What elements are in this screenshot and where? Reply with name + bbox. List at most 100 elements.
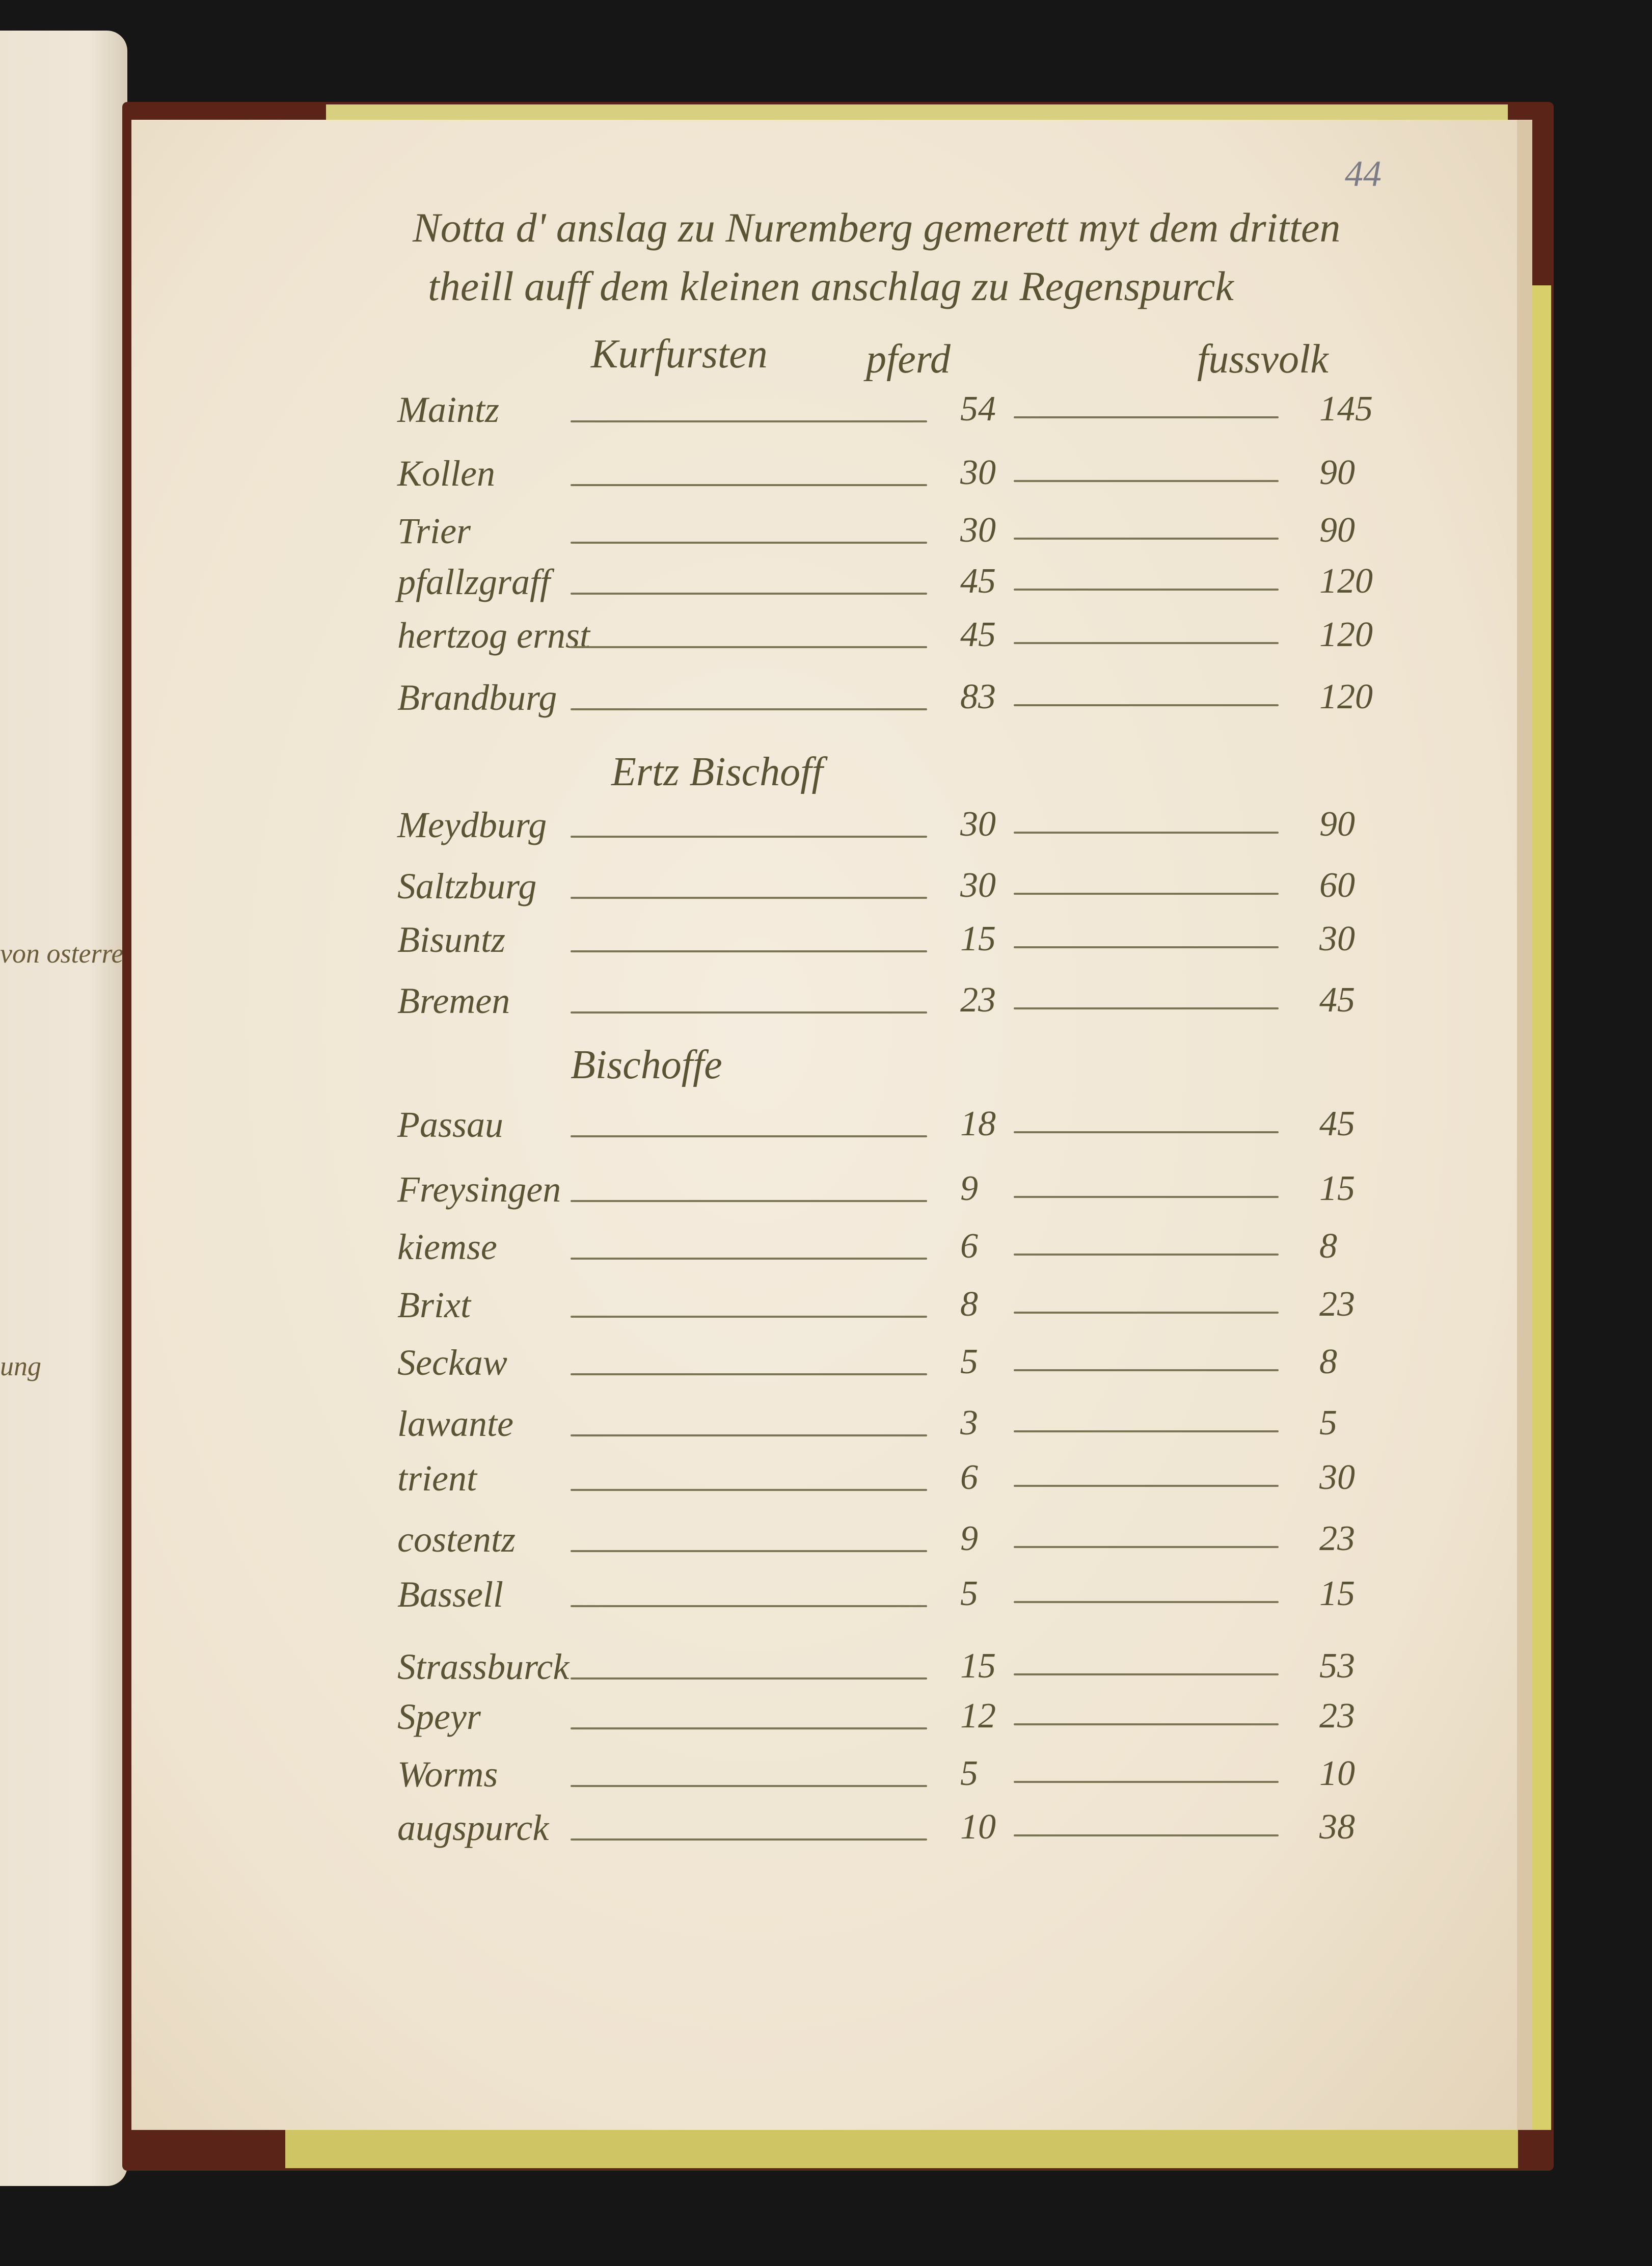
leader-line (1014, 1601, 1279, 1603)
leader-line (571, 1258, 927, 1260)
leader-line (571, 1785, 927, 1787)
foot-count: 5 (1319, 1403, 1337, 1443)
manuscript-page (131, 120, 1532, 2130)
leader-line (1014, 642, 1279, 644)
row-name: Trier (397, 511, 471, 551)
foot-count: 8 (1319, 1227, 1337, 1266)
horse-count: 8 (960, 1285, 978, 1324)
leader-line (571, 950, 927, 952)
leader-line (1014, 416, 1279, 418)
leader-line (571, 484, 927, 486)
foot-count: 53 (1319, 1646, 1355, 1686)
section-heading: Ertz Bischoff (611, 750, 823, 794)
row-name: Kollen (397, 453, 495, 494)
row-name: Seckaw (397, 1342, 507, 1383)
leader-line (1014, 893, 1279, 895)
leader-line (1014, 538, 1279, 540)
leader-line (1014, 1196, 1279, 1198)
row-name: Freysingen (397, 1169, 561, 1210)
horse-count: 9 (960, 1519, 978, 1558)
leader-line (571, 708, 927, 710)
leader-line (571, 542, 927, 544)
row-name: Bassell (397, 1574, 503, 1615)
row-name: Maintz (397, 389, 500, 430)
folio-number: 44 (1345, 153, 1382, 194)
leader-line (1014, 1430, 1279, 1432)
row-name: lawante (397, 1403, 513, 1444)
leader-line (1014, 1312, 1279, 1314)
horse-count: 30 (960, 805, 996, 844)
horse-count: 30 (960, 511, 996, 550)
leader-line (571, 1727, 927, 1729)
row-name: Passau (397, 1104, 504, 1145)
leader-line (1014, 480, 1279, 482)
foot-count: 120 (1319, 677, 1373, 716)
horse-count: 9 (960, 1169, 978, 1208)
foot-count: 23 (1319, 1696, 1355, 1736)
column-header-horse: pferd (866, 337, 951, 382)
row-name: Brixt (397, 1285, 471, 1325)
foot-count: 90 (1319, 805, 1355, 844)
leader-line (571, 1011, 927, 1014)
foot-count: 145 (1319, 389, 1373, 429)
leader-line (1014, 1546, 1279, 1548)
leader-line (1014, 1781, 1279, 1783)
horse-count: 30 (960, 866, 996, 905)
horse-count: 18 (960, 1104, 996, 1143)
foot-count: 60 (1319, 866, 1355, 905)
row-name: Strassburck (397, 1646, 570, 1687)
leader-line (1014, 1723, 1279, 1725)
horse-count: 10 (960, 1807, 996, 1847)
leader-line (571, 897, 927, 899)
horse-count: 3 (960, 1403, 978, 1443)
row-name: augspurck (397, 1807, 549, 1848)
foot-count: 30 (1319, 1458, 1355, 1497)
row-name: Meydburg (397, 805, 547, 845)
foot-count: 23 (1319, 1285, 1355, 1324)
row-name: Speyr (397, 1696, 481, 1737)
horse-count: 5 (960, 1574, 978, 1613)
title-line: Notta d' anslag zu Nuremberg gemerett my… (413, 204, 1341, 251)
row-name: trient (397, 1458, 477, 1499)
leader-line (1014, 1369, 1279, 1371)
foot-count: 30 (1319, 919, 1355, 958)
leader-line (571, 1316, 927, 1318)
horse-count: 30 (960, 453, 996, 492)
leader-line (571, 1605, 927, 1607)
row-name: Worms (397, 1754, 498, 1795)
leader-line (571, 1838, 927, 1841)
horse-count: 15 (960, 1646, 996, 1686)
foot-count: 10 (1319, 1754, 1355, 1793)
leader-line (571, 836, 927, 838)
leader-line (1014, 1131, 1279, 1133)
leader-line (1014, 1007, 1279, 1009)
leader-line (571, 1200, 927, 1202)
leader-line (571, 1434, 927, 1436)
title-line: theill auff dem kleinen anschlag zu Rege… (428, 263, 1234, 309)
foot-count: 90 (1319, 511, 1355, 550)
column-header-name: Kurfursten (591, 332, 768, 377)
column-header-foot: fussvolk (1197, 337, 1329, 382)
horse-count: 6 (960, 1458, 978, 1497)
leader-line (1014, 1485, 1279, 1487)
horse-count: 5 (960, 1342, 978, 1381)
foot-count: 8 (1319, 1342, 1337, 1381)
foot-count: 45 (1319, 980, 1355, 1020)
margin-note: ung (0, 1351, 41, 1381)
foot-count: 120 (1319, 562, 1373, 601)
leader-line (1014, 1673, 1279, 1675)
row-name: Saltzburg (397, 866, 537, 907)
leader-line (1014, 946, 1279, 948)
leader-line (1014, 832, 1279, 834)
facing-left-page (0, 31, 127, 2186)
leader-line (571, 1489, 927, 1491)
horse-count: 5 (960, 1754, 978, 1793)
leader-line (571, 593, 927, 595)
horse-count: 45 (960, 562, 996, 601)
leader-line (571, 1677, 927, 1679)
horse-count: 15 (960, 919, 996, 958)
horse-count: 6 (960, 1227, 978, 1266)
leader-line (571, 420, 927, 422)
row-name: Brandburg (397, 677, 557, 718)
horse-count: 23 (960, 980, 996, 1020)
